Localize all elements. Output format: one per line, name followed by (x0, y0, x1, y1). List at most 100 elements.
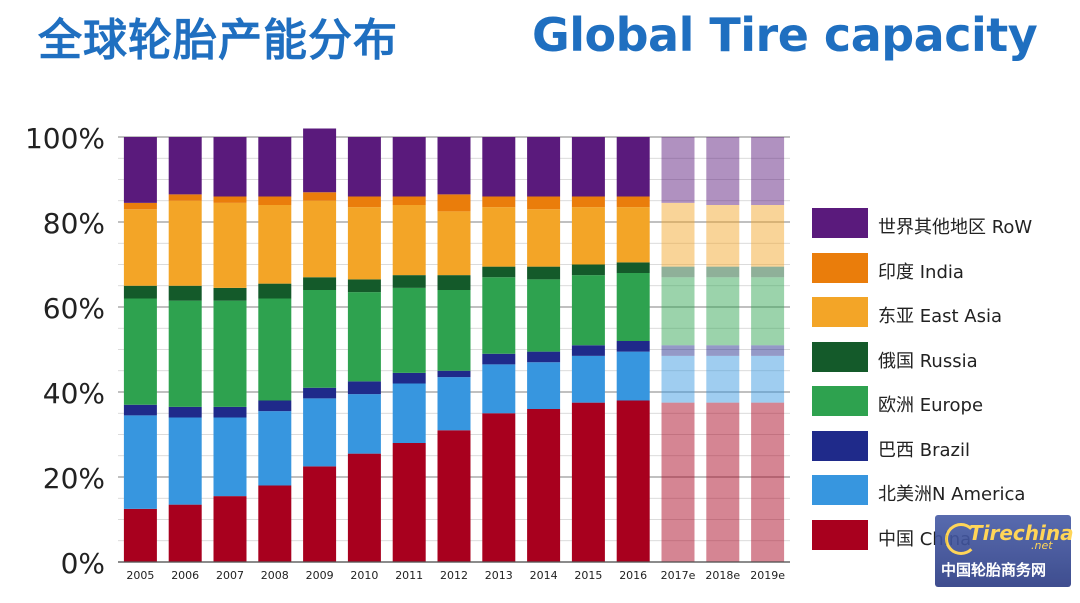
bar-segment (392, 372, 426, 384)
bar-segment (751, 402, 785, 562)
bar-segment (213, 496, 247, 562)
bar-segment (706, 355, 740, 403)
bar-segment (347, 394, 381, 454)
bar-segment (661, 202, 695, 267)
tirechina-watermark: Tirechina .net 中国轮胎商务网 (935, 515, 1074, 587)
bar-segment (661, 266, 695, 278)
bar-segment (482, 413, 516, 562)
bar-segment (392, 275, 426, 288)
bar-segment (571, 264, 605, 276)
bar-segment (258, 298, 292, 401)
legend-swatch (812, 252, 868, 283)
x-tick-label: 2007 (216, 569, 244, 582)
bar-segment (482, 137, 516, 197)
y-tick-label: 80% (43, 207, 105, 240)
bar-segment (123, 508, 157, 562)
bar-segment (706, 402, 740, 562)
legend-swatch (812, 297, 868, 327)
bar-segment (258, 137, 292, 197)
legend-label: 北美洲N America (878, 484, 1026, 505)
legend-swatch (812, 341, 868, 372)
x-tick-label: 2012 (440, 569, 468, 582)
bar-segment (571, 402, 605, 562)
bar-segment (392, 383, 426, 443)
bar-segment (482, 364, 516, 414)
bar-segment (482, 196, 516, 208)
legend-swatch (812, 519, 868, 550)
bar-segment (347, 196, 381, 208)
x-tick-label: 2014 (530, 569, 558, 582)
bar-segment (527, 409, 561, 562)
x-tick-label: 2019e (750, 569, 785, 582)
bar-segment (482, 277, 516, 354)
bar-segment (661, 345, 695, 356)
bar-segment (527, 209, 561, 267)
bar-segment (168, 300, 202, 407)
bar-segment (437, 275, 471, 290)
bar-segment (437, 430, 471, 562)
bar-segment (661, 355, 695, 403)
bar-segment (751, 137, 785, 205)
bar-segment (392, 137, 426, 197)
bar-segment (303, 277, 337, 290)
bar-segment (571, 275, 605, 346)
y-tick-label: 20% (43, 462, 105, 495)
bar-segment (213, 300, 247, 407)
bar-segment (661, 402, 695, 562)
bar-segment (392, 443, 426, 562)
bar-segment (482, 207, 516, 267)
legend-swatch (812, 386, 868, 416)
bar-segment (213, 137, 247, 197)
legend-swatch (812, 208, 868, 238)
bar-segment (123, 209, 157, 286)
bar-segment (571, 137, 605, 197)
bar-segment (392, 205, 426, 276)
bar-segment (616, 273, 650, 341)
legend-label: 印度 India (878, 261, 964, 283)
bar-segment (213, 202, 247, 288)
bar-segment (482, 353, 516, 365)
legend-label: 东亚 East Asia (878, 306, 1003, 327)
bar-segment (751, 345, 785, 356)
bar-segment (123, 415, 157, 509)
bar-segment (527, 266, 561, 280)
x-tick-label: 2013 (485, 569, 513, 582)
bar-segment (168, 194, 202, 201)
bar-segment (616, 341, 650, 352)
y-tick-label: 0% (61, 547, 105, 580)
bar-segment (751, 355, 785, 403)
bar-segment (347, 279, 381, 293)
legend-label: 世界其他地区 RoW (878, 217, 1033, 238)
bar-segment (123, 298, 157, 405)
legend-swatch (812, 475, 868, 505)
bar-segment (571, 196, 605, 208)
bar-segment (258, 400, 292, 412)
bar-segment (303, 192, 337, 201)
watermark-cn-text: 中国轮胎商务网 (941, 561, 1047, 579)
chart-title-english: Global Tire capacity (532, 8, 1038, 62)
y-tick-label: 60% (43, 292, 105, 325)
x-tick-label: 2017e (661, 569, 696, 582)
bar-segment (661, 277, 695, 346)
bar-segment (123, 202, 157, 210)
x-tick-label: 2015 (574, 569, 602, 582)
x-tick-label: 2018e (705, 569, 740, 582)
tirechina-logo-icon (945, 523, 977, 555)
bar-segment (437, 194, 471, 212)
bar-segment (303, 128, 337, 193)
bar-segment (437, 377, 471, 431)
bar-segment (571, 345, 605, 356)
bar-segment (437, 290, 471, 371)
bar-segment (347, 292, 381, 382)
bar-segment (437, 370, 471, 378)
bar-segment (706, 137, 740, 205)
bar-segment (303, 398, 337, 467)
bar-segment (168, 285, 202, 301)
bar-segment (527, 196, 561, 210)
bar-segment (661, 137, 695, 203)
watermark-logo-text: Tirechina (969, 521, 1074, 545)
bar-segment (751, 266, 785, 278)
watermark-domain: .net (1031, 539, 1053, 552)
bar-segment (392, 287, 426, 373)
bar-segment (706, 277, 740, 346)
